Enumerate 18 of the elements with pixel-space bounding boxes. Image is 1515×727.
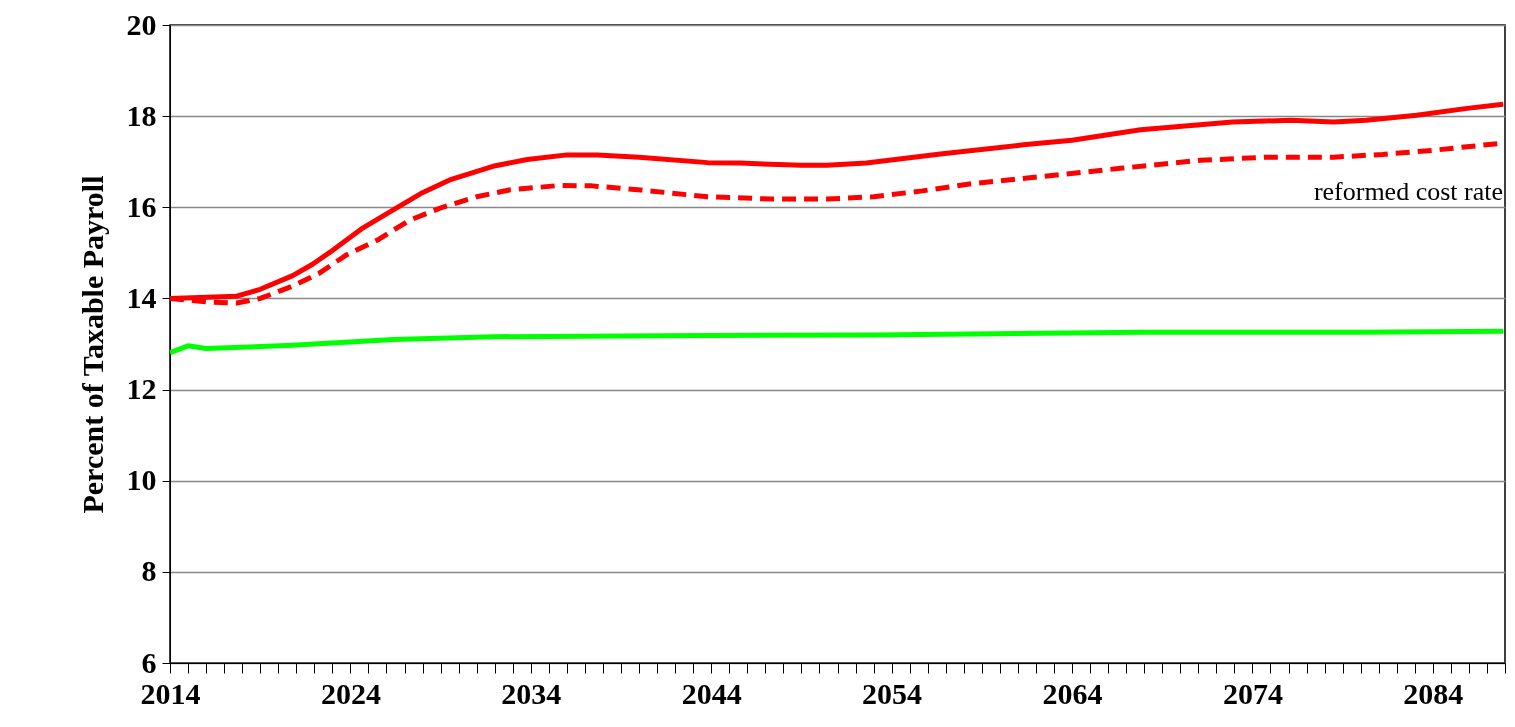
x-tick-label: 2024 [320, 676, 381, 710]
y-axis-title: Percent of Taxable Payroll [75, 175, 109, 514]
x-tick-label: 2084 [1403, 676, 1464, 710]
y-tick-label: 14 [126, 280, 157, 314]
x-tick-label: 2054 [862, 676, 923, 710]
x-tick-label: 2074 [1222, 676, 1283, 710]
y-tick-label: 10 [126, 463, 157, 497]
y-tick-label: 8 [141, 554, 157, 588]
y-tick-label: 16 [126, 189, 157, 223]
annotation: reformed cost rate [1313, 177, 1503, 206]
y-tick-label: 6 [141, 645, 157, 679]
x-tick-label: 2034 [501, 676, 562, 710]
y-tick-label: 12 [126, 372, 157, 406]
x-tick-label: 2014 [140, 676, 201, 710]
y-tick-label: 18 [126, 98, 157, 132]
y-tick-label: 20 [126, 7, 157, 41]
x-tick-label: 2064 [1042, 676, 1103, 710]
x-tick-label: 2044 [681, 676, 742, 710]
